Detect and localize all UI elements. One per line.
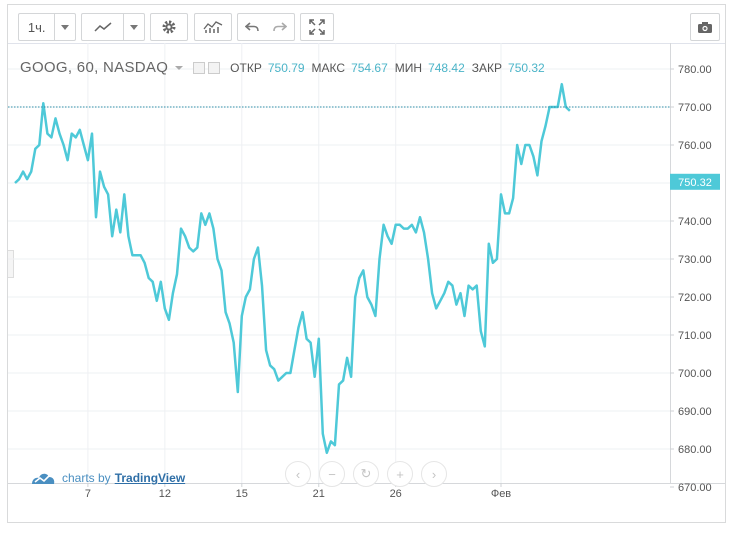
last-price-badge (670, 173, 720, 190)
interval-dropdown[interactable]: 1ч. (18, 13, 76, 41)
y-tick-label: 740.00 (678, 216, 712, 228)
x-tick-label: 7 (85, 488, 91, 500)
settings-button[interactable] (150, 13, 188, 41)
chevron-down-icon (55, 14, 75, 40)
y-tick-label: 670.00 (678, 482, 712, 494)
low-value: 748.42 (428, 60, 465, 75)
screenshot-button[interactable] (690, 13, 720, 41)
x-tick-label: 26 (390, 488, 402, 500)
chevron-right-icon: › (431, 466, 437, 482)
y-tick-label: 710.00 (678, 330, 712, 342)
chart-style-dropdown[interactable] (81, 13, 145, 41)
zoom-in-button[interactable]: + (387, 461, 413, 487)
open-value: 750.79 (267, 60, 305, 75)
line-chart-icon (82, 14, 123, 40)
price-chart[interactable]: 780.00770.00760.00750.00740.00730.00720.… (8, 5, 725, 522)
toolbar: 1ч. (8, 5, 725, 44)
branding-prefix: charts by (62, 471, 111, 485)
y-tick-label: 770.00 (678, 102, 712, 114)
high-label: МАКС (311, 60, 346, 75)
undo-redo-group (237, 13, 295, 41)
y-tick-label: 680.00 (678, 444, 712, 456)
y-tick-label: 720.00 (678, 292, 712, 304)
gear-icon (151, 14, 187, 40)
y-tick-label: 780.00 (678, 64, 712, 76)
tradingview-logo-icon (32, 473, 55, 484)
fullscreen-icon (301, 14, 333, 40)
chevron-down-icon (124, 14, 144, 40)
symbol-label[interactable]: GOOG, 60, NASDAQ (20, 59, 169, 76)
indicators-icon (195, 14, 231, 40)
close-value: 750.32 (508, 60, 545, 75)
reset-button[interactable]: ↻ (353, 461, 379, 487)
price-series-line[interactable] (14, 82, 571, 455)
settings-icon[interactable] (208, 61, 221, 74)
chart-widget: 1ч. (7, 4, 726, 523)
eye-icon[interactable] (193, 61, 206, 74)
undo-icon[interactable] (238, 14, 266, 40)
tradingview-branding: charts by TradingView (30, 470, 185, 486)
indicators-button[interactable] (194, 13, 232, 41)
chevron-down-icon[interactable] (175, 65, 184, 70)
redo-icon[interactable] (266, 14, 294, 40)
chart-legend: GOOG, 60, NASDAQ ОТКР 750.79 МАКС 754.67… (20, 59, 545, 76)
y-tick-label: 690.00 (678, 406, 712, 418)
side-handle[interactable] (8, 250, 14, 278)
reset-icon: ↻ (360, 466, 372, 481)
scroll-right-button[interactable]: › (421, 461, 447, 487)
y-tick-label: 730.00 (678, 254, 712, 266)
x-tick-label: 21 (313, 488, 325, 500)
x-tick-label: 12 (159, 488, 171, 500)
chevron-left-icon: ‹ (295, 466, 301, 482)
high-value: 754.67 (351, 60, 388, 75)
last-price-label: 750.32 (678, 177, 712, 189)
y-tick-label: 760.00 (678, 140, 712, 152)
x-tick-label: Фев (491, 488, 511, 500)
camera-icon (691, 14, 719, 40)
zoom-out-button[interactable]: − (319, 461, 345, 487)
minus-icon: − (328, 466, 336, 482)
fullscreen-button[interactable] (300, 13, 334, 41)
open-label: ОТКР (230, 60, 262, 75)
scroll-left-button[interactable]: ‹ (285, 461, 311, 487)
tradingview-link[interactable]: TradingView (114, 471, 186, 485)
x-tick-label: 15 (236, 488, 248, 500)
low-label: МИН (394, 60, 423, 75)
plus-icon: + (396, 466, 404, 482)
close-label: ЗАКР (471, 60, 503, 75)
y-tick-label: 700.00 (678, 368, 712, 380)
interval-label: 1ч. (27, 19, 46, 35)
